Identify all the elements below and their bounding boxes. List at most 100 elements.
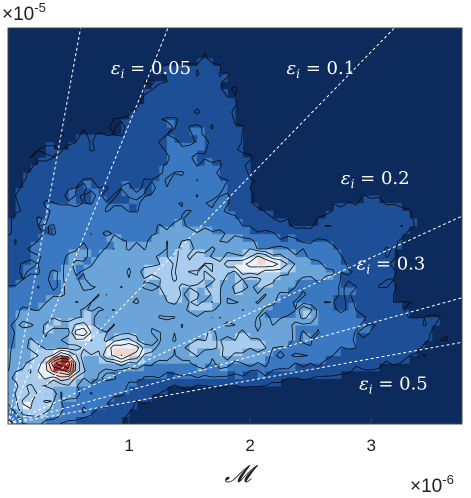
- contour-cell: [45, 256, 54, 265]
- contour-cell: [219, 317, 229, 326]
- contour-cell: [98, 279, 107, 288]
- contour-cell: [257, 233, 266, 242]
- contour-cell: [159, 119, 168, 128]
- contour-cell: [60, 355, 70, 364]
- contour-cell: [38, 264, 47, 273]
- contour-cell: [280, 325, 289, 334]
- contour-cell: [325, 363, 334, 372]
- x-multiplier-exp: -6: [442, 472, 454, 487]
- contour-cell: [8, 248, 17, 258]
- contour-cell: [348, 264, 357, 273]
- contour-cell: [159, 96, 168, 105]
- contour-cell: [76, 165, 85, 174]
- contour-cell: [83, 363, 92, 372]
- contour-cell: [212, 127, 221, 136]
- contour-cell: [76, 195, 85, 204]
- contour-cell: [227, 264, 236, 273]
- contour-cell: [197, 134, 206, 143]
- contour-cell: [272, 355, 281, 364]
- contour-cell: [182, 81, 191, 90]
- contour-cell: [189, 286, 198, 296]
- contour-cell: [363, 264, 372, 273]
- contour-lines: [8, 53, 448, 424]
- contour-cell: [121, 317, 130, 326]
- contour-cell: [204, 332, 213, 341]
- contour-cell: [219, 332, 229, 341]
- contour-cell: [136, 325, 145, 334]
- contour-cell: [197, 378, 206, 387]
- contour-cell: [424, 325, 433, 334]
- contour-cell: [136, 340, 145, 349]
- contour-cell: [68, 149, 77, 159]
- contour-cell: [144, 294, 153, 303]
- contour-cell: [174, 96, 183, 105]
- contour-cell: [136, 264, 145, 273]
- contour-cell: [159, 325, 168, 334]
- contour-cell: [333, 264, 342, 273]
- contour-cell: [15, 210, 24, 219]
- contour-cell: [401, 226, 410, 235]
- contour-cell: [38, 378, 47, 387]
- contour-cell: [159, 378, 168, 387]
- contour-cell: [303, 370, 312, 379]
- contour-cell: [151, 180, 160, 189]
- contour-cell: [121, 355, 130, 364]
- contour-cell: [60, 264, 70, 273]
- contour-cell: [182, 104, 191, 113]
- contour-cell: [136, 286, 145, 296]
- contour-cell: [38, 355, 47, 364]
- contour-cell: [204, 294, 213, 303]
- contour-cell: [113, 256, 123, 265]
- contour-cell: [106, 347, 115, 357]
- contour-cell: [204, 111, 213, 120]
- contour-cell: [212, 355, 221, 364]
- contour-cell: [204, 88, 213, 98]
- contour-cell: [68, 241, 77, 250]
- contour-cell: [30, 187, 39, 197]
- contour-cell: [182, 187, 191, 197]
- contour-cell: [136, 165, 145, 174]
- contour-cell: [227, 134, 236, 143]
- contour-cell: [189, 317, 198, 326]
- contour-cell: [15, 309, 24, 318]
- contour-cell: [189, 180, 198, 189]
- contour-cell: [91, 195, 100, 204]
- contour-cell: [371, 332, 380, 341]
- contour-cell: [174, 340, 183, 349]
- contour-cell: [38, 325, 47, 334]
- contour-cell: [310, 226, 319, 235]
- reference-line: [8, 215, 462, 424]
- contour-cell: [98, 210, 107, 219]
- contour-cell: [227, 218, 236, 227]
- contour-cell: [144, 104, 153, 113]
- contour-cell: [318, 248, 327, 258]
- contour-cell: [159, 195, 168, 204]
- contour-cell: [136, 226, 145, 235]
- contour-cell: [159, 256, 168, 265]
- contour-cell: [8, 378, 17, 387]
- contour-cell: [242, 241, 251, 250]
- contour-cell: [212, 195, 221, 204]
- contour-cell: [265, 325, 274, 334]
- contour-cell: [30, 286, 39, 296]
- contour-cell: [129, 157, 138, 166]
- contour-cell: [83, 233, 92, 242]
- contour-cell: [235, 309, 244, 318]
- contour-cell: [212, 309, 221, 318]
- contour-cell: [197, 279, 206, 288]
- contour-cell: [53, 233, 62, 242]
- contour-cell: [53, 401, 62, 410]
- contour-cell: [91, 347, 100, 357]
- contour-cell: [106, 271, 115, 280]
- contour-cell: [280, 286, 289, 296]
- contour-cell: [121, 210, 130, 219]
- contour-cell: [212, 370, 221, 379]
- contour-cell: [23, 385, 32, 395]
- epsilon-subscript: i: [369, 383, 373, 397]
- contour-cell: [227, 119, 236, 128]
- contour-cell: [250, 286, 259, 296]
- contour-cell: [136, 248, 145, 258]
- contour-cell: [23, 347, 32, 357]
- contour-cell: [227, 172, 236, 181]
